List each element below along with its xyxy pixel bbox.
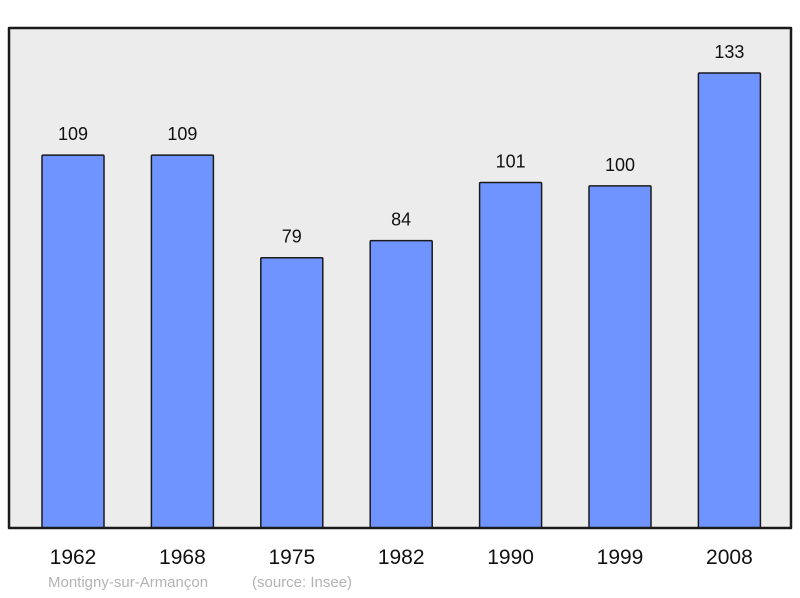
x-tick-label-1962: 1962 xyxy=(50,546,97,569)
data-label-1968: 109 xyxy=(167,124,197,144)
bar-1968 xyxy=(150,154,215,529)
source-label: (source: Insee) xyxy=(252,574,353,591)
bar-2008 xyxy=(697,72,762,529)
data-label-1990: 101 xyxy=(496,151,526,171)
data-label-1975: 79 xyxy=(282,227,302,247)
bar-1982 xyxy=(369,239,433,529)
bar-1975 xyxy=(260,256,324,529)
x-tick-label-1968: 1968 xyxy=(159,546,206,569)
data-label-1999: 100 xyxy=(605,155,635,175)
x-tick-label-1999: 1999 xyxy=(597,546,644,569)
data-label-2008: 133 xyxy=(714,42,744,62)
data-label-1962: 109 xyxy=(58,124,88,144)
bar-1962 xyxy=(41,154,105,529)
bar-1990 xyxy=(478,181,543,529)
data-label-1982: 84 xyxy=(391,210,411,230)
x-tick-label-1990: 1990 xyxy=(487,546,534,569)
plot-frame xyxy=(7,26,793,530)
x-tick-label-2008: 2008 xyxy=(706,546,753,569)
bar-1999 xyxy=(588,185,652,529)
x-tick-label-1982: 1982 xyxy=(378,546,425,569)
x-tick-label-1975: 1975 xyxy=(268,546,315,569)
place-label: Montigny-sur-Armançon xyxy=(48,574,209,591)
